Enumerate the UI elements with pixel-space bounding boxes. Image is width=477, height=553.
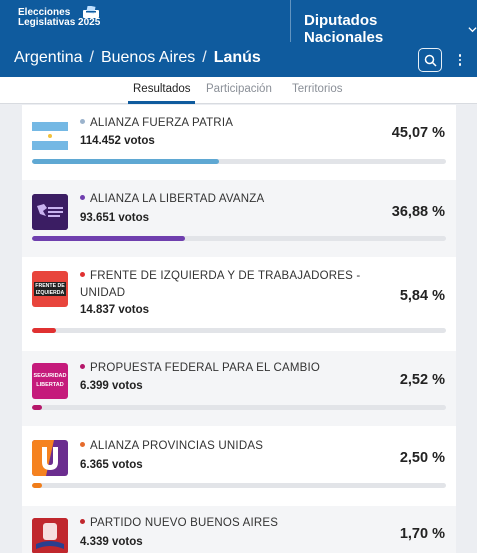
progress-fill — [32, 328, 57, 333]
search-icon — [424, 54, 437, 67]
search-button[interactable] — [418, 48, 442, 72]
result-card[interactable]: ALIANZA PROVINCIAS UNIDAS 6.365 votos 2,… — [22, 426, 456, 506]
breadcrumb-country[interactable]: Argentina — [14, 49, 83, 66]
party-color-dot — [80, 119, 85, 125]
vote-percentage: 36,88 % — [391, 204, 445, 220]
more-options-icon[interactable] — [454, 50, 466, 70]
party-color-dot — [80, 364, 85, 370]
party-color-dot — [80, 195, 85, 201]
tab-resultados[interactable]: Resultados — [133, 83, 191, 95]
party-color-dot — [80, 519, 85, 525]
provincias-unidas-logo — [32, 440, 68, 476]
party-name: ALIANZA PROVINCIAS UNIDAS — [80, 438, 263, 455]
header-divider — [290, 0, 291, 42]
elecciones-logo[interactable]: Elecciones Legislativas 2025 — [18, 6, 101, 28]
breadcrumb-bar: Argentina / Buenos Aires / Lanús — [0, 42, 477, 77]
result-card[interactable]: PARTIDO NUEVO BUENOS AIRES 4.339 votos 1… — [22, 506, 456, 553]
argentine-flag-icon — [32, 118, 68, 154]
breadcrumb-separator: / — [202, 49, 207, 66]
vote-count: 4.339 votos — [80, 536, 143, 548]
category-selector-label: Diputados Nacionales — [304, 12, 384, 46]
vote-percentage: 45,07 % — [391, 125, 445, 141]
ballot-box-icon — [83, 6, 99, 18]
progress-track — [32, 483, 446, 488]
party-name: FRENTE DE IZQUIERDA Y DE TRABAJADORES - … — [80, 270, 361, 299]
logo-line2: Legislativas 2025 — [18, 17, 101, 28]
frente-de-izquierda-logo: FRENTE DE IZQUIERDA — [32, 271, 68, 307]
party-name: PROPUESTA FEDERAL PARA EL CAMBIO — [80, 360, 320, 377]
top-banner: Elecciones Legislativas 2025 Diputados N… — [0, 0, 477, 46]
result-card[interactable]: SEGURIDAD LIBERTAD PROPUESTA FEDERAL PAR… — [22, 351, 456, 426]
vote-percentage: 2,50 % — [399, 450, 445, 466]
result-card[interactable]: ALIANZA FUERZA PATRIA 114.452 votos 45,0… — [22, 105, 456, 180]
progress-fill — [32, 405, 43, 410]
party-name: ALIANZA LA LIBERTAD AVANZA — [80, 191, 264, 208]
result-card[interactable]: FRENTE DE IZQUIERDA FRENTE DE IZQUIERDA … — [22, 257, 456, 351]
nuevo-buenos-aires-logo — [32, 518, 68, 553]
party-name: PARTIDO NUEVO BUENOS AIRES — [80, 515, 278, 532]
seguridad-libertad-logo: SEGURIDAD LIBERTAD — [32, 363, 68, 399]
vote-percentage: 5,84 % — [399, 288, 445, 304]
vote-count: 114.452 votos — [80, 135, 155, 147]
breadcrumb-separator: / — [89, 49, 94, 66]
vote-count: 6.399 votos — [80, 380, 143, 392]
progress-fill — [32, 483, 43, 488]
progress-track — [32, 159, 446, 164]
vote-percentage: 1,70 % — [399, 526, 445, 542]
party-name: ALIANZA FUERZA PATRIA — [80, 115, 233, 132]
result-card[interactable]: ALIANZA LA LIBERTAD AVANZA 93.651 votos … — [22, 180, 456, 257]
tab-territorios[interactable]: Territorios — [292, 83, 343, 95]
progress-fill — [32, 159, 219, 164]
tab-participacion[interactable]: Participación — [206, 83, 272, 95]
category-selector[interactable]: Diputados Nacionales — [304, 12, 477, 46]
vote-count: 6.365 votos — [80, 459, 143, 471]
vote-count: 14.837 votos — [80, 304, 150, 316]
breadcrumb-district: Lanús — [213, 49, 261, 66]
logo-line1: Elecciones — [18, 7, 71, 18]
vote-count: 93.651 votos — [80, 212, 150, 224]
progress-track — [32, 236, 446, 241]
la-libertad-avanza-logo — [32, 194, 68, 230]
progress-fill — [32, 236, 185, 241]
vote-percentage: 2,52 % — [399, 372, 445, 388]
active-tab-indicator — [128, 101, 195, 104]
tab-bar: Resultados Participación Territorios — [0, 77, 477, 104]
party-color-dot — [80, 272, 85, 278]
chevron-down-icon — [468, 26, 477, 32]
party-color-dot — [80, 442, 85, 448]
breadcrumb-province[interactable]: Buenos Aires — [100, 49, 196, 66]
progress-track — [32, 328, 446, 333]
breadcrumb: Argentina / Buenos Aires / Lanús — [14, 49, 261, 67]
progress-track — [32, 405, 446, 410]
